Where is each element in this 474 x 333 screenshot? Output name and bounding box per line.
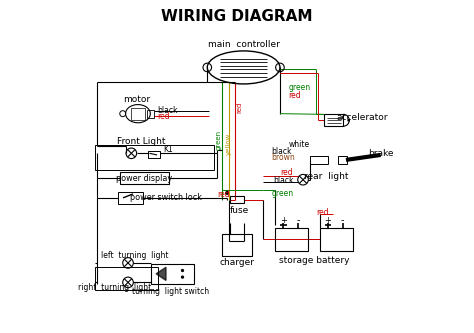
Circle shape [181, 269, 184, 272]
Text: left  turning  light: left turning light [101, 251, 168, 260]
Text: -: - [296, 215, 300, 225]
Bar [147, 110, 154, 118]
Text: red: red [316, 207, 329, 216]
Text: K1: K1 [163, 146, 173, 155]
Bar [148, 151, 160, 158]
Text: green: green [215, 130, 221, 150]
Text: red: red [218, 190, 230, 199]
Bar [230, 195, 244, 203]
Text: accelerator: accelerator [337, 113, 388, 122]
Text: motor: motor [123, 95, 150, 104]
Bar [310, 156, 328, 164]
Text: -: - [341, 215, 345, 225]
Circle shape [347, 119, 350, 122]
Text: +: + [324, 216, 331, 225]
Text: power switch lock: power switch lock [130, 193, 202, 202]
Text: charger: charger [219, 258, 255, 267]
Text: Front Light: Front Light [117, 137, 165, 146]
Bar [337, 156, 347, 164]
Text: brown: brown [272, 153, 295, 162]
Circle shape [181, 275, 184, 279]
Circle shape [225, 191, 229, 195]
Text: red: red [288, 91, 301, 100]
Bar [95, 267, 158, 290]
Text: fuse: fuse [230, 205, 249, 214]
Bar [319, 227, 353, 251]
Text: black: black [272, 147, 292, 156]
Text: yellow: yellow [226, 132, 231, 155]
Bar [120, 172, 169, 184]
Text: red: red [237, 101, 242, 113]
Bar [118, 192, 143, 204]
Text: rear  light: rear light [304, 172, 348, 181]
Text: right  turning  light: right turning light [78, 282, 151, 291]
Text: storage battery: storage battery [279, 256, 349, 265]
Text: turning  light switch: turning light switch [132, 287, 210, 296]
Text: black: black [158, 106, 178, 115]
Text: power display: power display [117, 173, 173, 182]
Bar [151, 264, 194, 284]
Bar [275, 227, 308, 251]
Text: main  controller: main controller [208, 41, 280, 50]
Bar [222, 234, 252, 256]
Bar [131, 108, 145, 120]
Text: green: green [272, 189, 294, 198]
Text: red: red [280, 168, 293, 177]
Polygon shape [156, 267, 166, 280]
Text: brake: brake [368, 150, 394, 159]
Text: white: white [288, 140, 310, 149]
Text: green: green [288, 83, 310, 92]
Text: +: + [280, 216, 287, 225]
Bar [324, 114, 343, 126]
Text: red: red [158, 113, 170, 122]
Bar [95, 145, 214, 170]
Text: WIRING DIAGRAM: WIRING DIAGRAM [161, 9, 313, 24]
Text: black: black [273, 176, 293, 185]
